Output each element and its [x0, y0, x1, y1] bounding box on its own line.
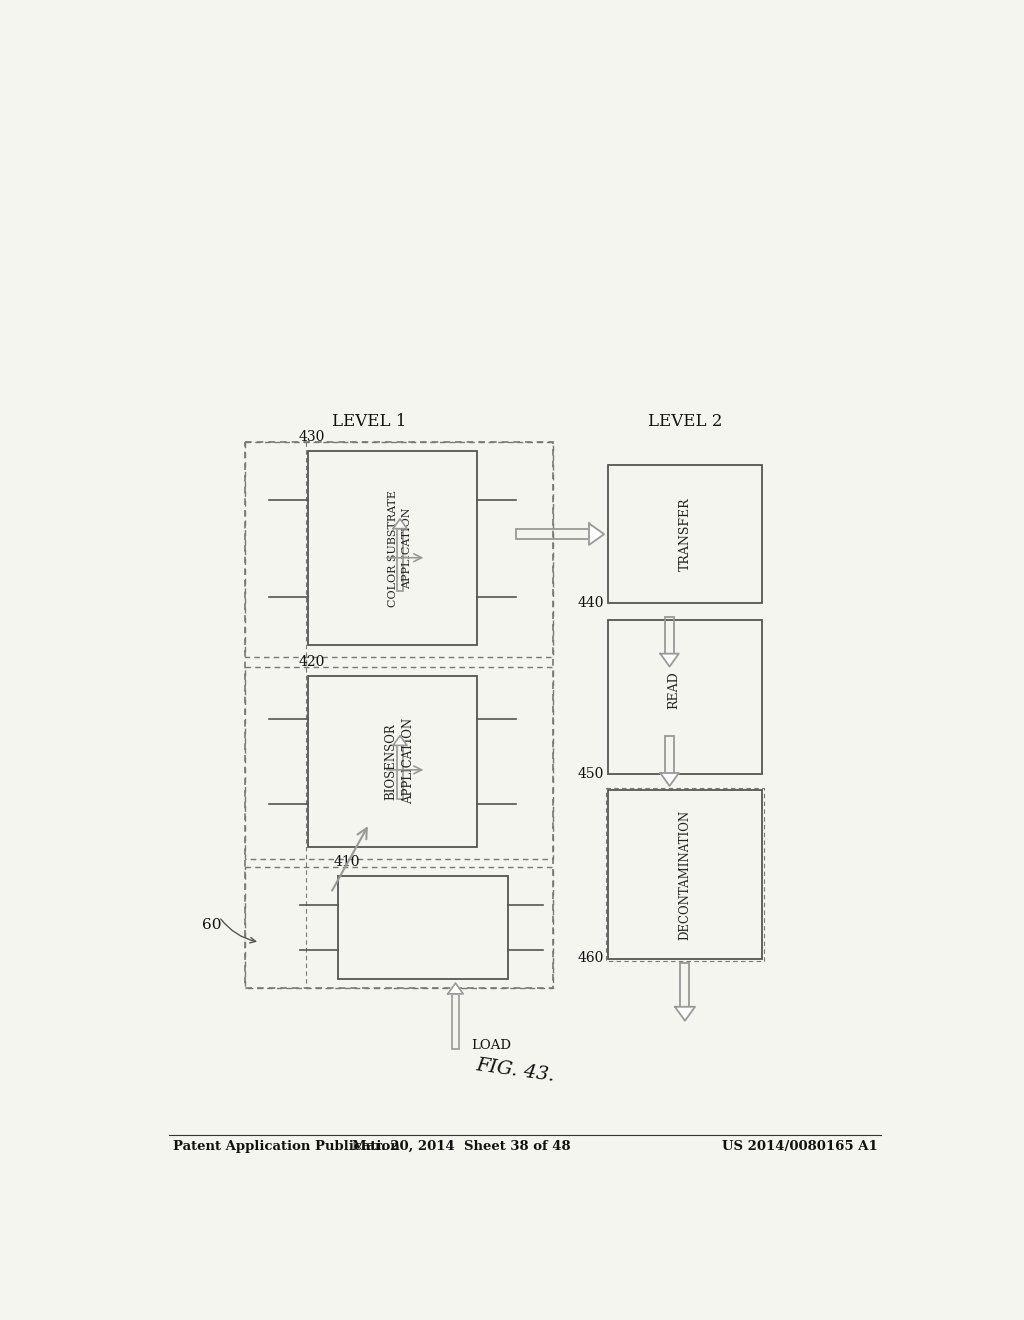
Text: LEVEL 2: LEVEL 2	[648, 412, 722, 429]
Bar	[608, 789, 762, 960]
Text: COLOR SUBSTRATE
APPLICATION: COLOR SUBSTRATE APPLICATION	[388, 490, 412, 606]
Text: READ: READ	[667, 671, 680, 709]
Bar	[245, 667, 553, 859]
Text: Patent Application Publication: Patent Application Publication	[173, 1139, 399, 1152]
Text: 450: 450	[578, 767, 604, 780]
Bar	[245, 442, 553, 989]
Polygon shape	[675, 1007, 695, 1020]
Text: 460: 460	[578, 952, 604, 965]
Polygon shape	[660, 774, 679, 785]
Text: 440: 440	[578, 595, 604, 610]
Bar	[666, 737, 674, 774]
Text: Mar. 20, 2014  Sheet 38 of 48: Mar. 20, 2014 Sheet 38 of 48	[352, 1139, 571, 1152]
Bar	[339, 876, 508, 979]
Text: DECONTAMINATION: DECONTAMINATION	[679, 809, 691, 940]
Bar	[608, 465, 762, 603]
Text: FIG. 43.: FIG. 43.	[475, 1056, 556, 1085]
Bar	[307, 676, 477, 847]
Polygon shape	[589, 524, 604, 545]
Bar	[397, 746, 403, 799]
Text: TRANSFER: TRANSFER	[679, 498, 691, 572]
Bar	[245, 867, 553, 989]
Bar	[397, 528, 403, 591]
Polygon shape	[393, 735, 407, 746]
Polygon shape	[660, 653, 679, 667]
Text: 430: 430	[298, 430, 325, 445]
Bar	[245, 442, 553, 657]
Bar	[666, 616, 674, 653]
Polygon shape	[447, 983, 463, 994]
Text: US 2014/0080165 A1: US 2014/0080165 A1	[722, 1139, 878, 1152]
Text: LEVEL 1: LEVEL 1	[332, 412, 407, 429]
Bar	[681, 964, 689, 1007]
Text: BIOSENSOR
APPLICATION: BIOSENSOR APPLICATION	[385, 718, 416, 804]
Text: 410: 410	[333, 855, 359, 870]
Text: LOAD: LOAD	[471, 1039, 511, 1052]
Bar	[307, 451, 477, 645]
Bar	[515, 529, 589, 539]
Text: 60: 60	[202, 917, 221, 932]
Bar	[452, 994, 459, 1048]
Polygon shape	[393, 519, 407, 528]
Text: 420: 420	[298, 655, 325, 669]
Bar	[608, 620, 762, 775]
Bar	[606, 788, 764, 961]
